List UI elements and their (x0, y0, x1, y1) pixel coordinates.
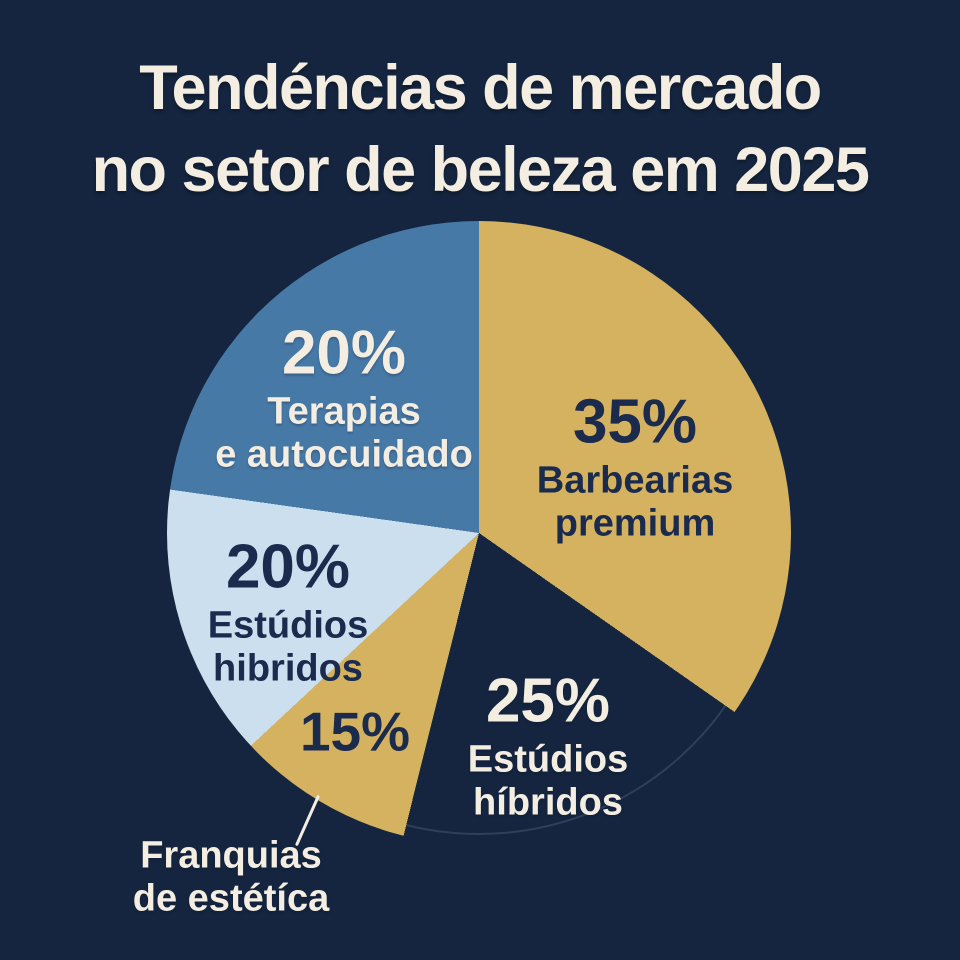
slice-name-line: Terapias (267, 390, 421, 433)
slice-label-estudios-hibridos-dark: 25% Estúdios híbridos (468, 670, 628, 823)
slice-percent: 20% (225, 532, 351, 602)
chart-title-line-2: no setor de beleza em 2025 (91, 134, 870, 205)
slice-percent: 20% (281, 318, 407, 388)
slice-percent: 25% (485, 666, 611, 736)
slice-name-line: e autocuidado (215, 433, 473, 475)
slice-label-estudios-hibridos-light: 20% Estúdios hibridos (208, 536, 368, 689)
pie-chart (167, 221, 791, 845)
slice-name-line: premium (554, 502, 716, 544)
slice-name-line: Estúdios (207, 604, 369, 647)
slice-name-line: de estétíca (132, 877, 330, 919)
slice-name-line: hibridos (213, 647, 363, 689)
slice-label-franquias-name: Franquias de estétíca (133, 834, 329, 919)
slice-label-terapias-autocuidado: 20% Terapias e autocuidado (215, 322, 473, 475)
slice-name-line: Franquias (140, 834, 322, 877)
chart-title-line-1: Tendéncias de mercado (139, 53, 822, 123)
chart-title: Tendéncias de mercado no setor de beleza… (0, 48, 960, 212)
slice-name-line: Barbearias (536, 459, 734, 502)
slice-percent: 15% (299, 700, 411, 763)
slice-label-barbearias-premium: 35% Barbearias premium (537, 391, 733, 544)
slice-name-line: Estúdios (467, 738, 629, 781)
slice-name-line: híbridos (473, 781, 623, 823)
slice-label-franquias-percent: 15% (299, 700, 411, 766)
slice-percent: 35% (572, 387, 698, 457)
